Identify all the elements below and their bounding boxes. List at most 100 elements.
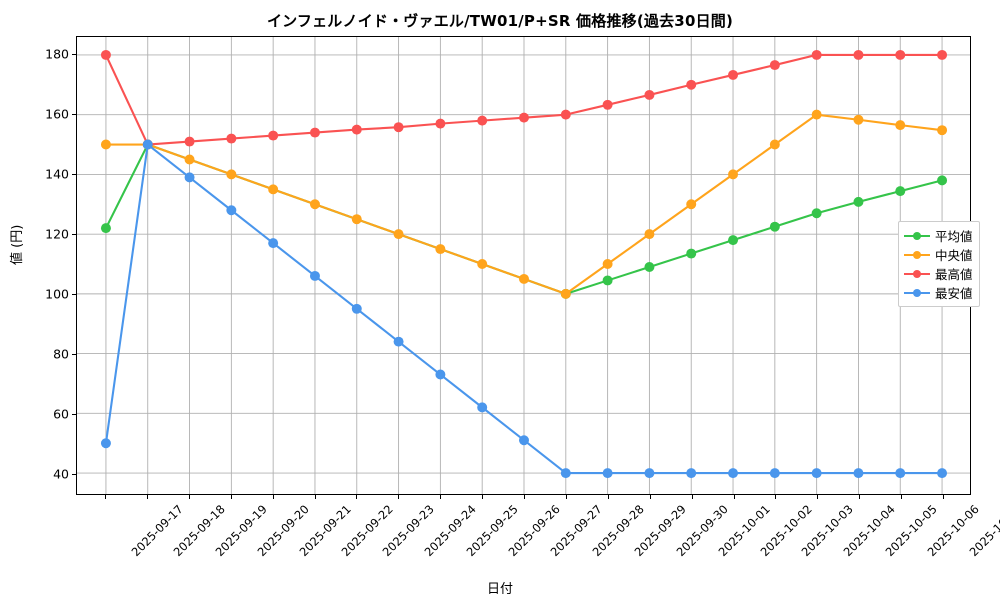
x-tick-mark [775,495,777,499]
data-point-marker [728,235,739,246]
y-tick-label: 140 [45,166,69,182]
y-tick-label: 160 [45,106,69,122]
data-point-marker [602,468,613,479]
y-tick-mark [72,354,76,355]
data-point-marker [937,49,948,60]
data-point-marker [100,223,111,234]
series-2 [100,109,948,299]
x-tick-mark [565,495,567,499]
data-point-marker [769,221,780,232]
data-point-marker [811,468,822,479]
y-tick-label: 40 [53,466,69,482]
legend-item-4[interactable]: 最安値 [904,283,973,302]
data-point-marker [184,136,195,147]
x-tick-mark [733,495,735,499]
legend-item-label: 最高値 [935,267,973,282]
data-point-marker [853,196,864,207]
y-tick-mark [72,414,76,415]
y-tick-label: 120 [45,226,69,242]
data-point-marker [686,468,697,479]
chart-title: インフェルノイド・ヴァエル/TW01/P+SR 価格推移(過去30日間) [266,12,734,30]
x-tick-mark [356,495,358,499]
legend-item-label: 平均値 [935,229,973,244]
data-point-marker [895,49,906,60]
data-point-marker [560,468,571,479]
x-tick-mark [272,495,274,499]
data-point-marker [853,114,864,125]
x-tick-mark [146,495,148,499]
legend-swatch-icon [904,230,930,242]
data-point-marker [686,199,697,210]
x-tick-mark [398,495,400,499]
data-point-marker [435,244,446,255]
plot-area [76,36,971,495]
data-point-marker [268,130,279,141]
x-tick-mark [901,495,903,499]
data-point-marker [895,186,906,197]
data-point-marker [142,139,153,150]
y-tick-mark [72,54,76,55]
data-point-marker [393,229,404,240]
data-point-marker [100,438,111,449]
data-series-layer [100,49,948,479]
legend-swatch-icon [904,287,930,299]
data-point-marker [937,175,948,186]
data-point-marker [226,169,237,180]
data-point-marker [435,369,446,380]
x-tick-mark [314,495,316,499]
y-tick-mark [72,114,76,115]
data-point-marker [100,139,111,150]
x-tick-mark [859,495,861,499]
legend-item-2[interactable]: 中央値 [904,245,973,264]
x-tick-mark [188,495,190,499]
data-point-marker [728,169,739,180]
data-point-marker [184,172,195,183]
x-tick-mark [649,495,651,499]
data-point-marker [477,115,488,126]
data-point-marker [644,468,655,479]
data-point-marker [393,336,404,347]
y-axis-label: 値 (円) [10,224,25,265]
chart-legend[interactable]: 平均値中央値最高値最安値 [898,221,980,307]
data-point-marker [811,208,822,219]
data-point-marker [728,69,739,80]
data-point-marker [351,214,362,225]
data-point-marker [895,120,906,131]
data-point-marker [937,125,948,136]
data-point-marker [184,154,195,165]
data-point-marker [602,275,613,286]
data-point-marker [560,288,571,299]
legend-item-label: 最安値 [935,286,973,301]
data-point-marker [853,468,864,479]
series-4 [100,139,948,479]
data-point-marker [602,99,613,110]
legend-swatch-icon [904,268,930,280]
x-tick-mark [817,495,819,499]
data-point-marker [393,122,404,133]
data-point-marker [686,79,697,90]
x-tick-mark [524,495,525,499]
legend-item-label: 中央値 [935,248,973,263]
data-point-marker [309,199,320,210]
x-tick-mark [691,495,693,499]
y-tick-label: 100 [45,286,69,302]
x-axis-label: 日付 [486,582,513,597]
legend-item-3[interactable]: 最高値 [904,264,973,283]
y-tick-mark [72,294,76,295]
data-point-marker [268,238,279,249]
legend-swatch-icon [904,249,930,261]
x-tick-mark [482,495,484,499]
x-tick-mark [440,495,442,499]
data-point-marker [811,109,822,120]
data-point-marker [811,49,822,60]
data-point-marker [268,184,279,195]
data-point-marker [100,49,111,60]
legend-item-1[interactable]: 平均値 [904,226,973,245]
data-point-marker [226,133,237,144]
data-point-marker [895,468,906,479]
data-point-marker [519,112,529,123]
data-point-marker [519,273,529,284]
data-point-marker [351,303,362,314]
data-point-marker [477,259,488,269]
